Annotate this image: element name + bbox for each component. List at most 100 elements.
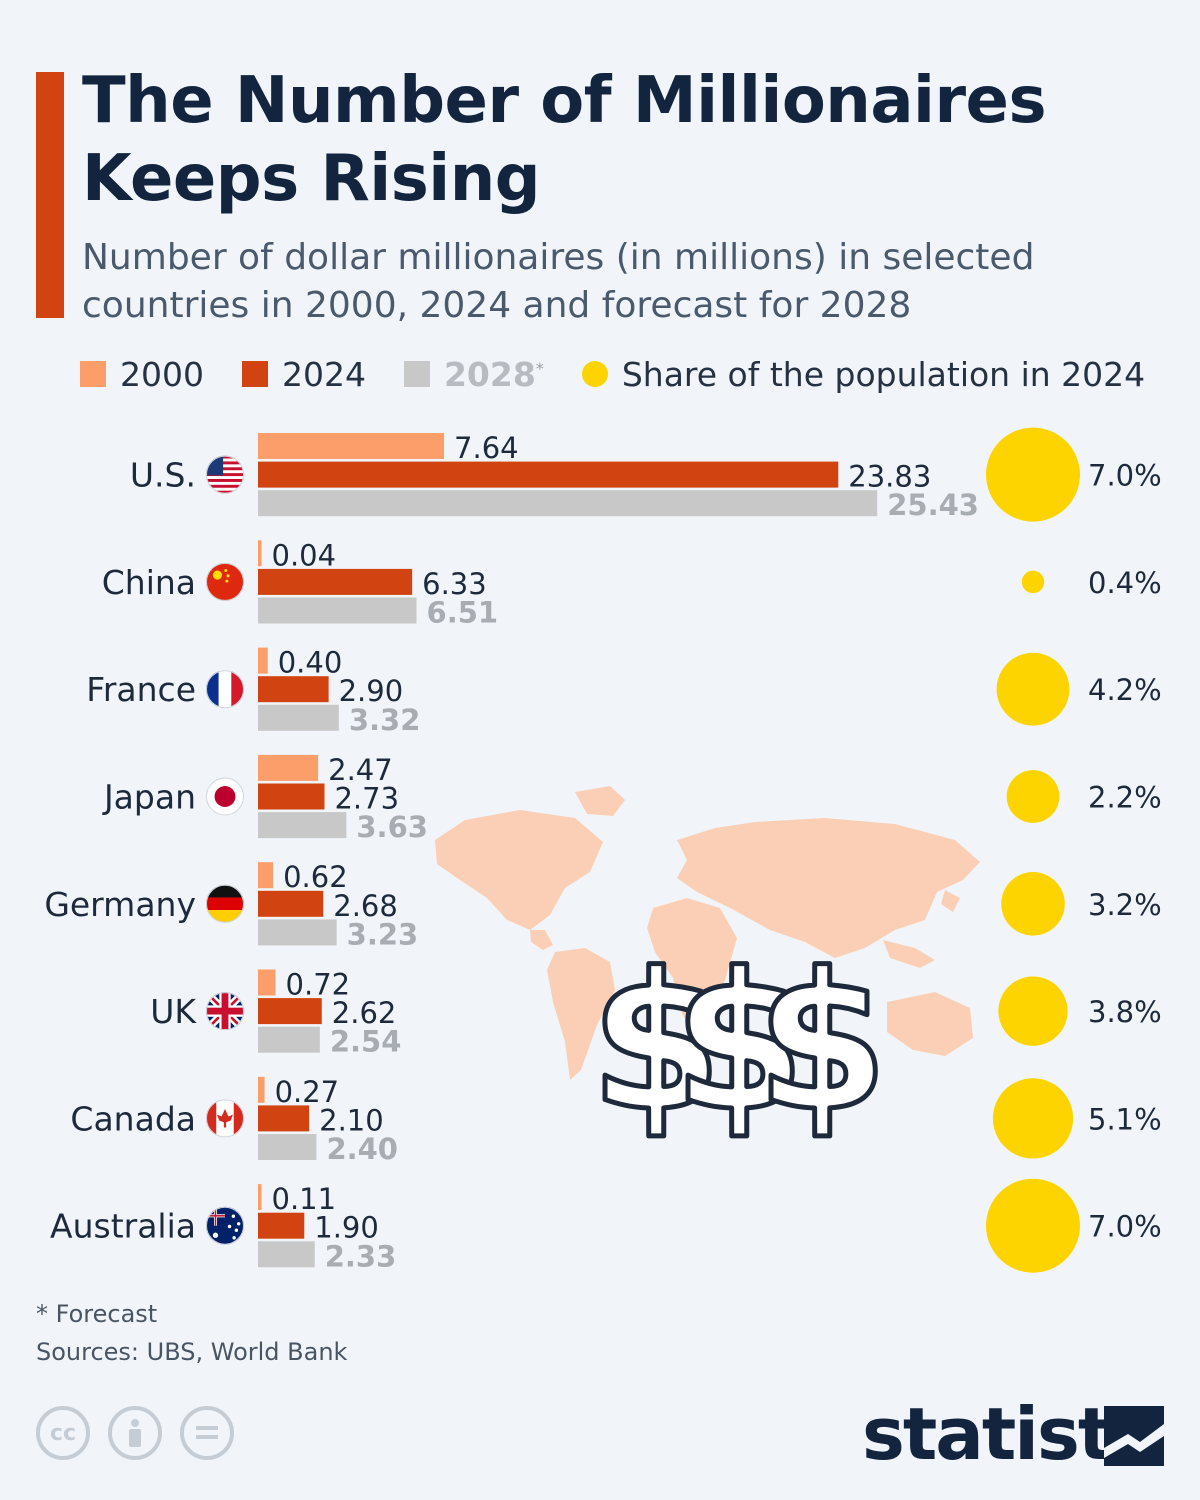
bar-label-2000: 0.04	[272, 538, 337, 572]
dollar-sign-3: $	[756, 940, 888, 1140]
china-flag	[206, 562, 244, 601]
bar-label-2024: 2.90	[339, 674, 404, 708]
forecast-mark: *	[535, 358, 544, 378]
share-label: 7.0%	[1088, 1210, 1162, 1244]
share-bubble	[986, 427, 1080, 522]
legend-swatch-share	[581, 361, 608, 387]
share-bubble	[1021, 570, 1045, 594]
country-label: Germany	[44, 885, 196, 924]
uk-flag	[206, 992, 244, 1031]
bar-label-2028: 25.43	[887, 488, 979, 522]
bar-label-2000: 0.72	[286, 968, 351, 1002]
bar-2000	[258, 754, 319, 781]
country-label: U.S.	[130, 456, 196, 495]
bar-label-2024: 2.10	[319, 1103, 384, 1137]
legend-year-2028: 2028	[443, 354, 536, 394]
bar-label-2028: 2.54	[330, 1025, 402, 1059]
legend-item-2024: 2024	[241, 355, 366, 394]
share-bubble	[996, 652, 1070, 726]
bar-label-2000: 2.47	[328, 753, 393, 787]
attribution-icon[interactable]	[108, 1406, 162, 1460]
country-label: UK	[150, 992, 197, 1031]
legend-swatch-2028	[403, 361, 430, 387]
australia-flag	[206, 1206, 244, 1245]
bar-2024	[258, 461, 839, 488]
share-label: 4.2%	[1088, 673, 1162, 707]
bar-2028	[258, 597, 417, 624]
share-label: 2.2%	[1088, 781, 1162, 815]
world-map-illustration	[435, 786, 980, 1080]
legend-item-2000: 2000	[80, 355, 204, 394]
bar-label-2000: 7.64	[454, 431, 519, 465]
bar-2028	[258, 1134, 317, 1160]
bar-2024	[258, 890, 324, 917]
bar-label-2028: 3.63	[356, 810, 428, 844]
bar-label-2000: 0.11	[272, 1182, 337, 1216]
share-bubble	[1001, 872, 1065, 936]
germany-flag	[206, 884, 244, 923]
bar-label-2028: 3.32	[349, 703, 421, 737]
share-bubble	[1006, 770, 1060, 823]
share-label: 3.8%	[1088, 995, 1162, 1029]
bar-2000	[258, 647, 268, 674]
bar-2028	[258, 919, 337, 946]
country-row-japan: Japan 2.472.733.63 2.2%	[102, 753, 1162, 844]
bar-2000	[258, 1076, 265, 1103]
dollar-sign-2: $	[673, 940, 805, 1140]
share-bubble	[998, 976, 1068, 1046]
country-row-china: China 0.04 6.336.51 0.4%	[102, 538, 1162, 629]
bar-2000	[258, 862, 274, 889]
bar-2028	[258, 812, 347, 839]
share-bubble	[992, 1078, 1074, 1159]
country-row-canada: Canada 0.272.102.40 5.1%	[70, 1075, 1161, 1166]
legend-item-share: Share of the population in 2024	[581, 354, 1146, 394]
bar-label-2028: 6.51	[427, 596, 499, 630]
country-row-france: France 0.402.903.32 4.2%	[86, 646, 1161, 737]
bar-2024	[258, 783, 325, 810]
share-label: 5.1%	[1088, 1102, 1162, 1136]
chart-subtitle: Number of dollar millionaires (in millio…	[82, 237, 1035, 326]
bar-label-2024: 1.90	[314, 1211, 379, 1245]
france-flag	[206, 670, 244, 709]
legend-swatch-2024	[241, 361, 268, 387]
legend-label-2000: 2000	[120, 354, 204, 394]
no-derivatives-icon[interactable]	[180, 1406, 234, 1460]
dollar-sign-1: $	[590, 940, 722, 1140]
accent-bar	[36, 72, 64, 318]
japan-flag	[206, 777, 244, 816]
bar-label-2024: 2.68	[333, 889, 398, 923]
legend-label-2028: 2028*	[444, 355, 544, 394]
bar-2000	[258, 433, 445, 459]
cc-icon[interactable]: cc	[36, 1406, 90, 1460]
bar-label-2028: 3.23	[347, 917, 419, 951]
bar-2000	[258, 540, 262, 567]
legend-label-share: Share of the population in 2024	[621, 354, 1146, 394]
country-label: Australia	[50, 1207, 196, 1246]
canada-flag	[206, 1099, 244, 1138]
legend-item-2028: 2028*	[403, 355, 544, 394]
bar-label-2000: 0.40	[278, 646, 343, 680]
bar-2024	[258, 676, 329, 703]
bar-2028	[258, 1241, 315, 1268]
bar-label-2024: 23.83	[848, 460, 931, 494]
bar-2000	[258, 969, 276, 996]
share-bubble	[986, 1178, 1080, 1273]
country-label: China	[102, 563, 196, 602]
country-label: France	[86, 670, 196, 709]
share-label: 7.0%	[1088, 459, 1162, 493]
legend-swatch-2000	[80, 361, 106, 387]
bar-label-2000: 0.27	[275, 1075, 340, 1109]
statista-logo-icon[interactable]	[1104, 1406, 1164, 1466]
bar-2024	[258, 998, 322, 1025]
bar-label-2024: 2.62	[332, 996, 397, 1030]
country-label: Japan	[102, 778, 196, 817]
bar-label-2028: 2.40	[326, 1132, 398, 1166]
country-row-germany: Germany 0.622.683.23 3.2%	[44, 860, 1161, 951]
bar-2024	[258, 568, 413, 595]
country-row-australia: Australia 0.111.902.33 7.0%	[50, 1178, 1162, 1273]
bar-2024	[258, 1105, 310, 1132]
bar-label-2024: 6.33	[422, 567, 487, 601]
